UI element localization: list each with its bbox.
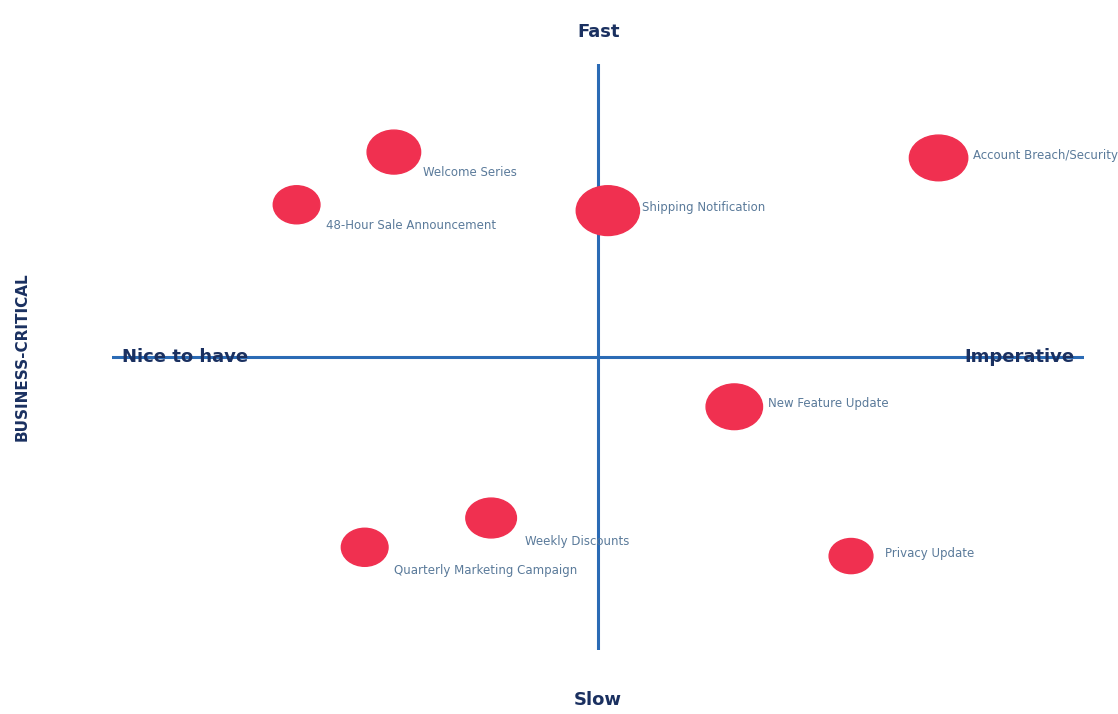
Ellipse shape xyxy=(367,130,420,174)
Ellipse shape xyxy=(830,538,873,573)
Ellipse shape xyxy=(576,186,639,236)
Text: 48-Hour Sale Announcement: 48-Hour Sale Announcement xyxy=(325,218,496,232)
Text: BUSINESS-CRITICAL: BUSINESS-CRITICAL xyxy=(15,273,30,441)
Text: Quarterly Marketing Campaign: Quarterly Marketing Campaign xyxy=(394,564,577,577)
Text: Slow: Slow xyxy=(575,690,622,709)
Ellipse shape xyxy=(707,384,762,430)
Text: Nice to have: Nice to have xyxy=(122,348,248,366)
Text: Fast: Fast xyxy=(577,23,619,41)
Text: New Feature Update: New Feature Update xyxy=(768,397,889,411)
Ellipse shape xyxy=(466,498,517,538)
Text: Welcome Series: Welcome Series xyxy=(423,166,517,179)
Ellipse shape xyxy=(273,186,320,223)
Text: Shipping Notification: Shipping Notification xyxy=(642,201,765,214)
Text: Privacy Update: Privacy Update xyxy=(885,547,974,560)
Ellipse shape xyxy=(341,528,388,566)
Text: Weekly Discounts: Weekly Discounts xyxy=(525,535,629,548)
Text: Account Breach/Security Update: Account Breach/Security Update xyxy=(973,149,1118,161)
Ellipse shape xyxy=(909,135,968,181)
Text: Imperative: Imperative xyxy=(965,348,1074,366)
